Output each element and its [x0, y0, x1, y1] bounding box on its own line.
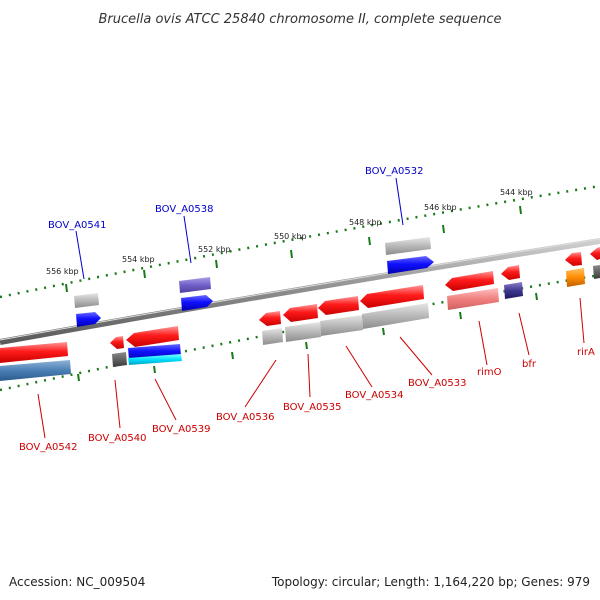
- gene-feature[interactable]: [362, 303, 429, 329]
- cds-feature[interactable]: [360, 285, 424, 308]
- tick-label-546: 546 kbp: [424, 203, 457, 212]
- reverse-gene-label[interactable]: rimO: [477, 367, 502, 378]
- major-ticks: [65, 205, 522, 293]
- cds-feature[interactable]: [283, 304, 318, 322]
- cds-feature[interactable]: [501, 265, 520, 280]
- reverse-gene-label[interactable]: BOV_A0542: [19, 442, 78, 453]
- accession-text: Accession: NC_009504: [9, 575, 145, 589]
- gene-feature[interactable]: [566, 268, 585, 287]
- gene-feature[interactable]: [285, 322, 321, 342]
- reverse-strand-features: [0, 247, 600, 381]
- forward-strand-features: [74, 237, 434, 327]
- reverse-gene-label[interactable]: rirA: [577, 347, 595, 358]
- tick-label-548: 548 kbp: [349, 218, 382, 227]
- cds-feature[interactable]: [126, 326, 179, 347]
- tick-label-552: 552 kbp: [198, 245, 231, 254]
- tick-label-550: 550 kbp: [274, 232, 307, 241]
- cds-feature[interactable]: [318, 296, 359, 315]
- gene-feature[interactable]: [262, 328, 283, 345]
- gene-feature[interactable]: [128, 354, 182, 365]
- gene-feature[interactable]: [504, 282, 523, 299]
- chromosome-backbone: [0, 238, 600, 345]
- reverse-gene-label[interactable]: BOV_A0535: [283, 402, 342, 413]
- forward-gene-label[interactable]: BOV_A0538: [155, 204, 214, 215]
- gene-feature[interactable]: [320, 315, 363, 336]
- gene-feature[interactable]: [0, 360, 71, 381]
- gene-feature[interactable]: [112, 352, 127, 367]
- reverse-gene-label[interactable]: bfr: [522, 359, 537, 370]
- gene-feature[interactable]: [74, 293, 99, 308]
- forward-tick-ring: [0, 184, 600, 299]
- reverse-leader-lines: [37, 297, 585, 439]
- cds-feature[interactable]: [565, 252, 582, 266]
- cds-feature[interactable]: [259, 311, 281, 326]
- cds-feature[interactable]: [0, 342, 68, 363]
- cds-feature[interactable]: [110, 336, 124, 349]
- reverse-gene-label[interactable]: BOV_A0540: [88, 433, 147, 444]
- forward-leader-lines: [75, 177, 404, 280]
- reverse-gene-label[interactable]: BOV_A0536: [216, 412, 275, 423]
- cds-feature[interactable]: [76, 312, 101, 327]
- reverse-gene-label[interactable]: BOV_A0539: [152, 424, 211, 435]
- gene-feature[interactable]: [447, 288, 499, 310]
- tick-label-544: 544 kbp: [500, 188, 533, 197]
- inner-major-ticks: [77, 292, 538, 382]
- cds-feature[interactable]: [590, 247, 600, 260]
- gene-feature[interactable]: [593, 265, 600, 279]
- tick-label-556: 556 kbp: [46, 267, 79, 276]
- forward-gene-label[interactable]: BOV_A0532: [365, 166, 424, 177]
- map-title: Brucella ovis ATCC 25840 chromosome II, …: [98, 12, 501, 27]
- reverse-gene-label[interactable]: BOV_A0534: [345, 390, 404, 401]
- cds-feature[interactable]: [181, 295, 213, 311]
- reverse-gene-label[interactable]: BOV_A0533: [408, 378, 467, 389]
- cds-feature[interactable]: [387, 256, 434, 274]
- gene-feature[interactable]: [385, 237, 431, 255]
- gene-feature[interactable]: [179, 277, 211, 293]
- forward-gene-label[interactable]: BOV_A0541: [48, 220, 107, 231]
- cds-feature[interactable]: [445, 271, 494, 291]
- topology-summary: Topology: circular; Length: 1,164,220 bp…: [271, 575, 590, 589]
- tick-label-554: 554 kbp: [122, 255, 155, 264]
